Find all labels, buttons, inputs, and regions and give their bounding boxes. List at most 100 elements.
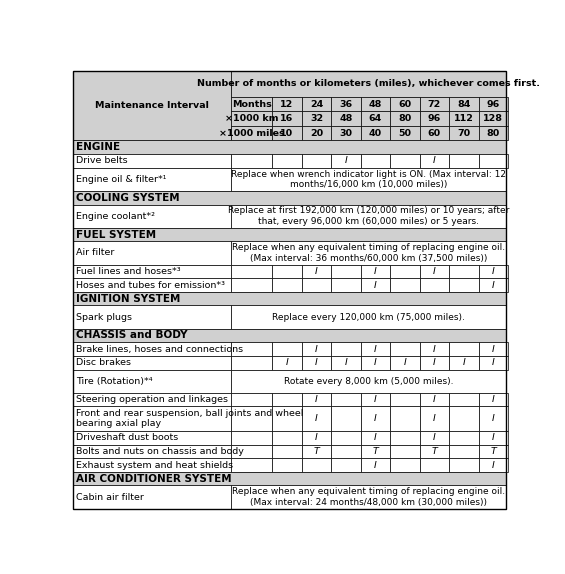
Text: 72: 72 — [428, 99, 441, 108]
Bar — [390, 342, 420, 356]
Bar — [449, 111, 479, 126]
Bar — [272, 406, 302, 431]
Text: 48: 48 — [339, 114, 353, 123]
Bar — [449, 444, 479, 458]
Bar — [449, 126, 479, 141]
Text: Maintenance Interval: Maintenance Interval — [95, 101, 209, 110]
Bar — [272, 154, 302, 168]
Bar — [73, 204, 231, 228]
Bar — [479, 265, 508, 278]
Text: Months: Months — [232, 99, 272, 108]
Bar — [272, 97, 302, 111]
Bar — [231, 71, 506, 97]
Text: Replace when wrench indicator light is ON. (Max interval: 12
months/16,000 km (1: Replace when wrench indicator light is O… — [231, 170, 506, 189]
Bar — [302, 356, 331, 370]
Bar — [360, 431, 390, 444]
Text: 10: 10 — [280, 129, 294, 138]
Bar — [272, 342, 302, 356]
Text: Brake lines, hoses and connections: Brake lines, hoses and connections — [76, 344, 243, 354]
Bar — [73, 406, 231, 431]
Bar — [420, 406, 449, 431]
Bar — [449, 356, 479, 370]
Text: I: I — [315, 395, 318, 404]
Bar — [420, 393, 449, 406]
Bar — [231, 242, 506, 265]
Bar — [360, 393, 390, 406]
Text: I: I — [492, 433, 495, 442]
Bar — [479, 154, 508, 168]
Text: 40: 40 — [369, 129, 382, 138]
Bar — [231, 342, 272, 356]
Text: FUEL SYSTEM: FUEL SYSTEM — [76, 230, 157, 239]
Text: I: I — [433, 157, 436, 165]
Text: 60: 60 — [428, 129, 441, 138]
Text: I: I — [433, 433, 436, 442]
Text: Replace when any equivalent timing of replacing engine oil.
(Max interval: 24 mo: Replace when any equivalent timing of re… — [232, 487, 505, 507]
Bar — [360, 278, 390, 292]
Text: Number of months or kilometers (miles), whichever comes first.: Number of months or kilometers (miles), … — [197, 79, 540, 88]
Text: Drive belts: Drive belts — [76, 157, 128, 165]
Bar — [479, 458, 508, 472]
Text: T: T — [490, 447, 496, 456]
Bar — [420, 97, 449, 111]
Text: 96: 96 — [428, 114, 441, 123]
Bar — [360, 126, 390, 141]
Bar — [272, 393, 302, 406]
Text: ×1000 miles: ×1000 miles — [219, 129, 284, 138]
Bar — [73, 154, 231, 168]
Text: 60: 60 — [398, 99, 411, 108]
Bar — [479, 342, 508, 356]
Bar — [73, 356, 231, 370]
Bar — [231, 97, 272, 111]
Bar — [73, 329, 506, 342]
Text: Cabin air filter: Cabin air filter — [76, 492, 144, 502]
Text: I: I — [374, 281, 377, 289]
Text: 20: 20 — [310, 129, 323, 138]
Text: COOLING SYSTEM: COOLING SYSTEM — [76, 193, 180, 203]
Bar — [302, 265, 331, 278]
Text: T: T — [314, 447, 319, 456]
Text: CHASSIS and BODY: CHASSIS and BODY — [76, 331, 188, 340]
Text: 112: 112 — [454, 114, 474, 123]
Bar — [420, 126, 449, 141]
Bar — [360, 356, 390, 370]
Bar — [231, 265, 272, 278]
Bar — [390, 406, 420, 431]
Text: 80: 80 — [486, 129, 500, 138]
Text: I: I — [492, 267, 495, 276]
Bar — [479, 356, 508, 370]
Bar — [420, 278, 449, 292]
Bar — [73, 71, 231, 141]
Bar — [302, 458, 331, 472]
Bar — [272, 126, 302, 141]
Bar — [390, 356, 420, 370]
Text: ENGINE: ENGINE — [76, 142, 120, 152]
Text: Front and rear suspension, ball joints and wheel
bearing axial play: Front and rear suspension, ball joints a… — [76, 409, 303, 428]
Bar — [390, 97, 420, 111]
Text: I: I — [433, 344, 436, 354]
Bar — [73, 486, 231, 509]
Bar — [420, 431, 449, 444]
Text: I: I — [374, 414, 377, 423]
Text: 70: 70 — [457, 129, 471, 138]
Text: I: I — [492, 460, 495, 470]
Bar — [73, 393, 231, 406]
Bar — [449, 431, 479, 444]
Bar — [420, 444, 449, 458]
Text: 64: 64 — [369, 114, 382, 123]
Bar — [360, 458, 390, 472]
Bar — [302, 444, 331, 458]
Text: I: I — [374, 460, 377, 470]
Bar — [302, 342, 331, 356]
Text: I: I — [315, 358, 318, 367]
Bar — [231, 111, 272, 126]
Text: 12: 12 — [280, 99, 294, 108]
Bar — [390, 431, 420, 444]
Text: Exhaust system and heat shields: Exhaust system and heat shields — [76, 460, 233, 470]
Text: Tire (Rotation)*⁴: Tire (Rotation)*⁴ — [76, 377, 153, 386]
Bar — [360, 342, 390, 356]
Text: T: T — [372, 447, 379, 456]
Bar — [449, 278, 479, 292]
Text: I: I — [492, 344, 495, 354]
Bar — [331, 265, 360, 278]
